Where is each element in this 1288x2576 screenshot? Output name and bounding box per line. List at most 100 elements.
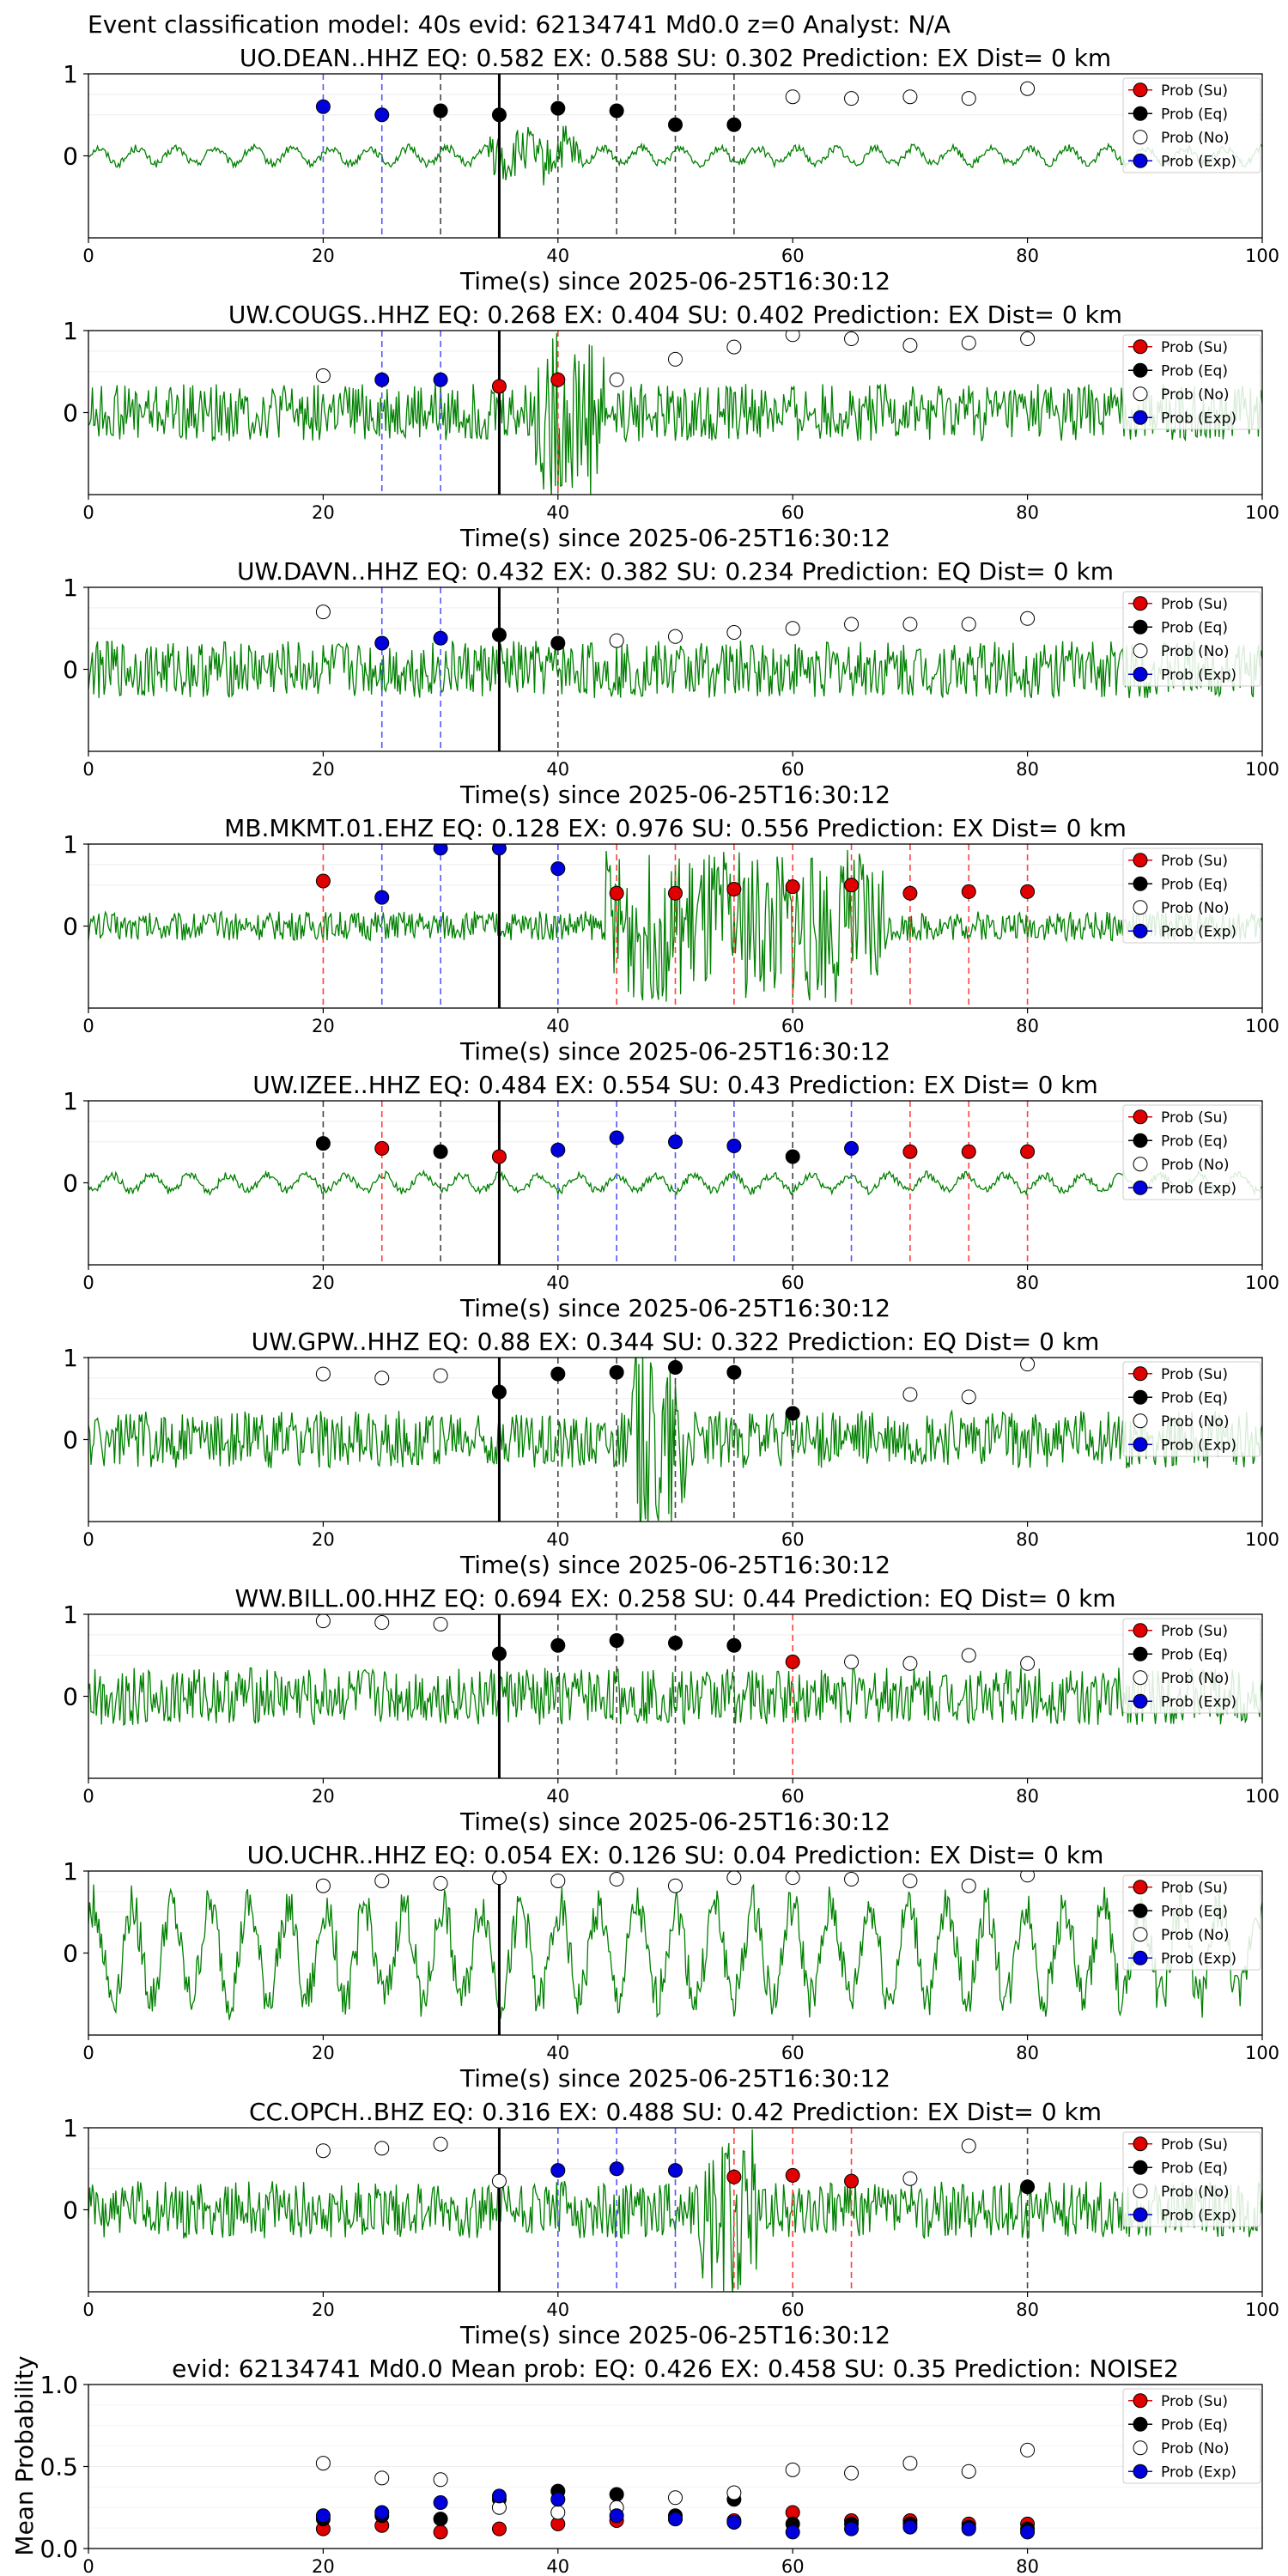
axes-frame <box>88 73 1263 239</box>
legend-marker <box>1133 2136 1148 2152</box>
x-tick-label: 40 <box>546 2300 569 2320</box>
legend-label: Prob (Exp) <box>1161 1180 1236 1197</box>
mean-marker <box>844 2521 860 2537</box>
prob-marker <box>1020 331 1036 347</box>
legend-label: Prob (Su) <box>1161 1623 1228 1640</box>
legend-box <box>1122 2131 1261 2227</box>
mean-marker <box>374 2470 390 2486</box>
x-axis-label: Time(s) since 2025-06-25T16:30:12 <box>459 2064 890 2093</box>
legend-label: Prob (No) <box>1161 386 1230 404</box>
prob-marker <box>961 1389 976 1405</box>
x-tick-label: 0 <box>82 1786 94 1807</box>
legend-label: Prob (Su) <box>1161 1109 1228 1127</box>
mean-marker <box>491 2521 507 2537</box>
prob-marker <box>433 372 448 387</box>
panel-title: UO.UCHR..HHZ EQ: 0.054 EX: 0.126 SU: 0.0… <box>247 1841 1104 1869</box>
mean-ylabel: Mean Probability <box>10 2355 39 2555</box>
mean-marker <box>433 2524 448 2540</box>
legend-marker <box>1133 1646 1148 1662</box>
mean-marker <box>902 2456 918 2471</box>
mean-marker <box>374 2505 390 2520</box>
legend-marker <box>1133 362 1148 378</box>
legend-marker <box>1133 853 1148 868</box>
legend-box <box>1122 1618 1261 1714</box>
prob-marker <box>668 117 683 132</box>
axes-frame <box>88 330 1263 495</box>
prob-marker <box>785 1871 800 1886</box>
x-tick-label: 100 <box>1245 1786 1279 1807</box>
prob-marker <box>491 379 507 394</box>
prob-marker <box>550 372 566 387</box>
y-tick-label: 1 <box>63 1857 78 1886</box>
legend-box <box>1122 1361 1261 1457</box>
legend-label: Prob (Exp) <box>1161 1950 1236 1967</box>
panel-title: UW.GPW..HHZ EQ: 0.88 EX: 0.344 SU: 0.322… <box>252 1327 1100 1356</box>
prob-marker <box>315 873 331 889</box>
prob-marker <box>433 2136 448 2152</box>
legend-label: Prob (Exp) <box>1161 923 1236 940</box>
x-tick-label: 0 <box>82 1529 94 1550</box>
prob-marker <box>844 1140 860 1156</box>
prob-marker <box>550 1637 566 1653</box>
x-tick-label: 100 <box>1245 1529 1279 1550</box>
x-tick-label: 40 <box>546 1786 569 1807</box>
station-panel: WW.BILL.00.HHZ EQ: 0.694 EX: 0.258 SU: 0… <box>63 1584 1279 1836</box>
legend-marker <box>1133 666 1148 682</box>
x-axis-label: Time(s) since 2025-06-25T16:30:12 <box>459 1294 890 1322</box>
prob-marker <box>668 1878 683 1893</box>
legend-label: Prob (Exp) <box>1161 2207 1236 2224</box>
x-tick-label: 0 <box>82 246 94 266</box>
waveform <box>88 641 1262 700</box>
x-axis-label: Time(s) since 2025-06-25T16:30:12 <box>459 1551 890 1579</box>
legend-marker <box>1133 1903 1148 1918</box>
x-tick-label: 40 <box>546 1016 569 1036</box>
mean-marker <box>726 2485 742 2500</box>
x-axis-label: Time(s) since 2025-06-25T16:30:12 <box>459 1037 890 1066</box>
legend-label: Prob (Eq) <box>1161 1389 1228 1406</box>
prob-marker <box>1020 2179 1036 2195</box>
panel-title: UW.IZEE..HHZ EQ: 0.484 EX: 0.554 SU: 0.4… <box>252 1071 1098 1099</box>
prob-marker <box>785 2167 800 2183</box>
prob-marker <box>609 1872 624 1887</box>
mean-marker <box>844 2465 860 2481</box>
legend-marker <box>1133 2416 1148 2432</box>
plot-area <box>88 2385 1262 2540</box>
legend-marker <box>1133 130 1148 145</box>
legend-label: Prob (No) <box>1161 130 1230 147</box>
x-tick-label: 80 <box>1016 502 1039 523</box>
panel-title: evid: 62134741 Md0.0 Mean prob: EQ: 0.42… <box>172 2354 1179 2383</box>
x-tick-label: 80 <box>1016 1529 1039 1550</box>
prob-marker <box>726 2169 742 2184</box>
y-tick-label: 0 <box>63 1426 78 1455</box>
prob-marker <box>726 1139 742 1154</box>
prob-marker <box>609 885 624 901</box>
legend-marker <box>1133 1133 1148 1148</box>
prob-marker <box>609 1364 624 1380</box>
mean-marker <box>961 2464 976 2479</box>
prob-marker <box>433 630 448 646</box>
x-tick-label: 100 <box>1245 2300 1279 2320</box>
prob-marker <box>1020 1871 1036 1883</box>
legend-label: Prob (Su) <box>1161 596 1228 613</box>
y-tick-label: 1 <box>63 830 78 859</box>
prob-marker <box>785 1149 800 1164</box>
prob-marker <box>315 605 331 620</box>
x-axis-label: Time(s) since 2025-06-25T16:30:12 <box>459 2321 890 2349</box>
x-tick-label: 80 <box>1016 1786 1039 1807</box>
legend-label: Prob (Exp) <box>1161 1437 1236 1454</box>
prob-marker <box>1020 1656 1036 1671</box>
panel-title: UW.DAVN..HHZ EQ: 0.432 EX: 0.382 SU: 0.2… <box>237 557 1114 586</box>
prob-marker <box>609 633 624 648</box>
prob-marker <box>433 1616 448 1631</box>
prob-marker <box>726 1364 742 1380</box>
prob-marker <box>491 1384 507 1400</box>
prob-marker <box>668 2163 683 2178</box>
station-panel: CC.OPCH..BHZ EQ: 0.316 EX: 0.488 SU: 0.4… <box>63 2098 1279 2349</box>
waveform <box>88 1883 1262 2020</box>
legend-label: Prob (Eq) <box>1161 1133 1228 1150</box>
prob-marker <box>902 885 918 901</box>
legend-marker <box>1133 106 1148 121</box>
x-tick-label: 20 <box>312 1273 335 1293</box>
mean-marker <box>1020 2442 1036 2458</box>
prob-marker <box>315 368 331 384</box>
